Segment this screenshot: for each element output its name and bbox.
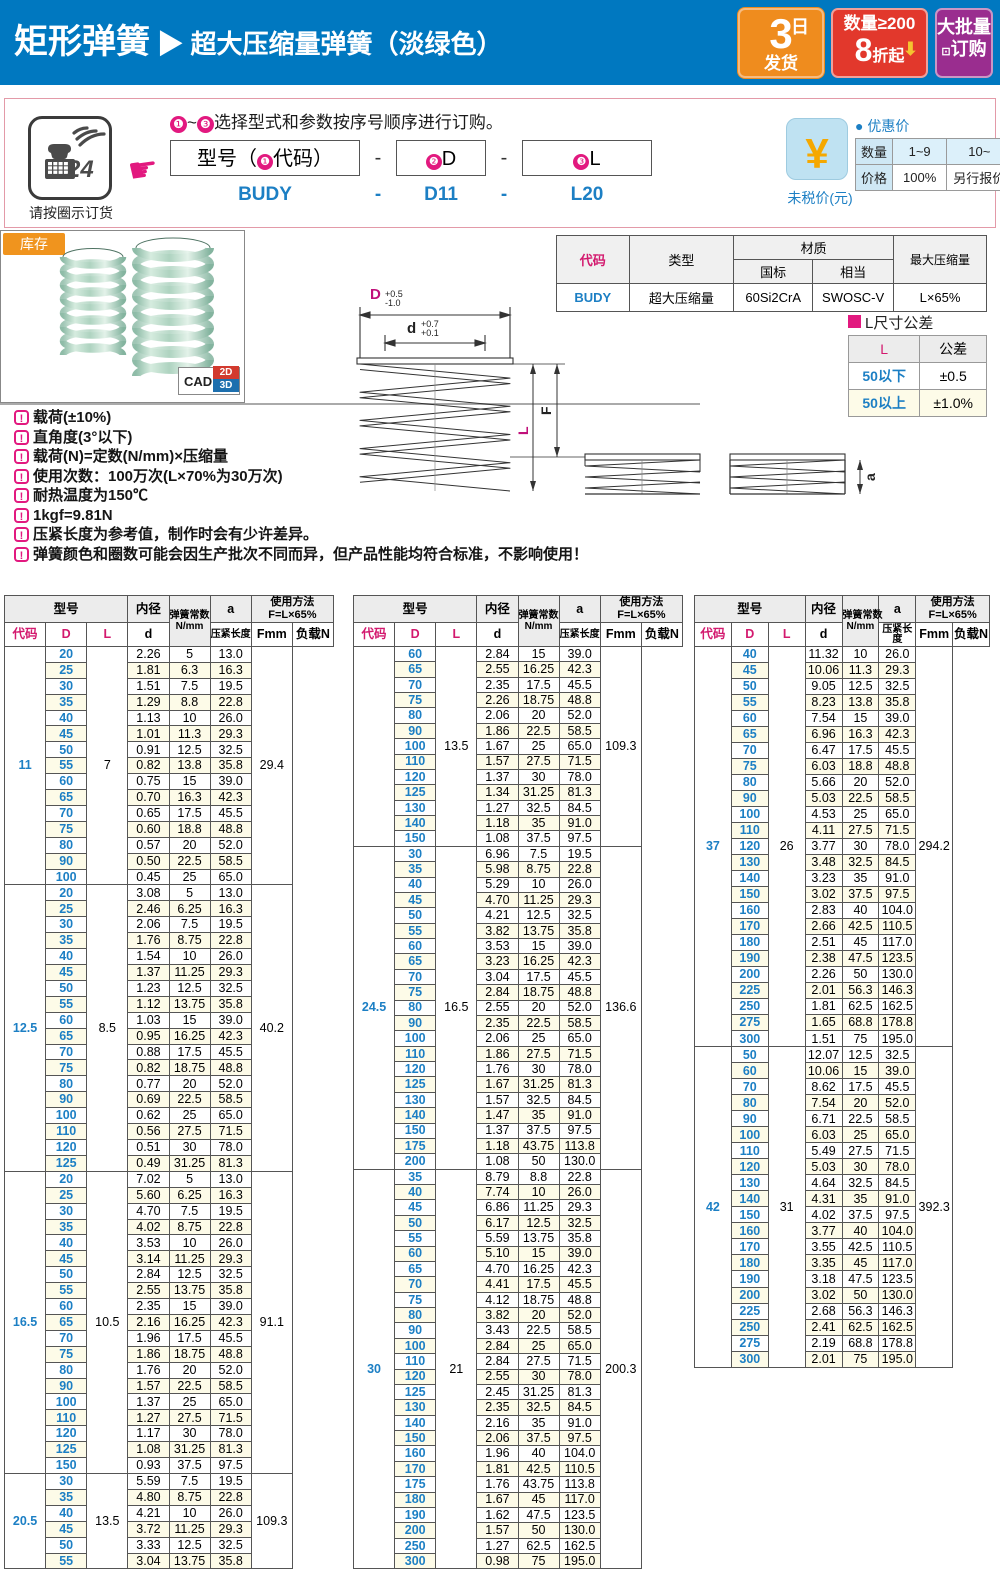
svg-text:a: a <box>862 473 878 481</box>
svg-text:-1.0: -1.0 <box>385 298 401 308</box>
svg-text:D: D <box>370 286 381 303</box>
svg-text:+0.1: +0.1 <box>421 328 439 338</box>
svg-text:d: d <box>407 320 416 337</box>
svg-text:24: 24 <box>66 156 94 183</box>
